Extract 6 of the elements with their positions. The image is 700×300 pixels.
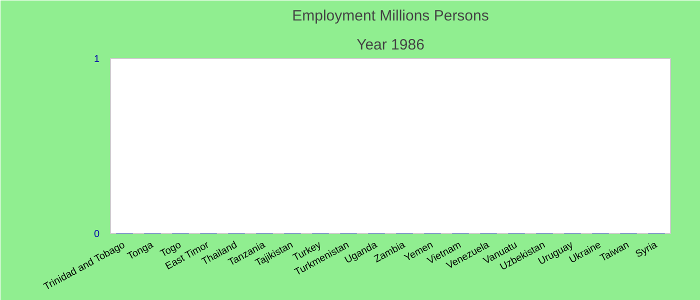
- y-tick-label: 0: [94, 229, 100, 240]
- y-tick-label: 1: [94, 54, 100, 65]
- chart-title: Employment Millions Persons: [292, 8, 489, 24]
- chart-subtitle: Year 1986: [356, 36, 424, 54]
- x-tick-label: Tonga: [126, 239, 156, 262]
- x-tick-label: Syria: [634, 239, 660, 260]
